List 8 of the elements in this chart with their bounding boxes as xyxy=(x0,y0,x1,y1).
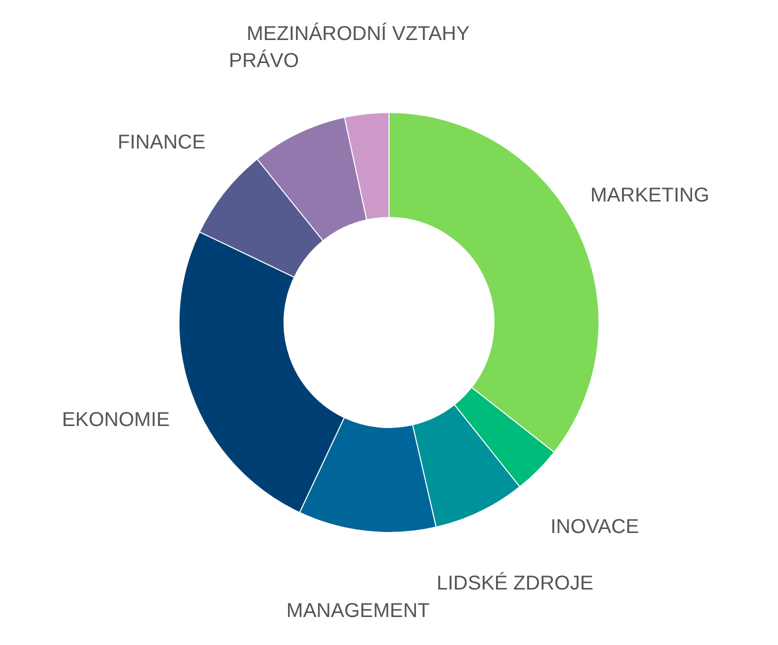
slice-label: LIDSKÉ ZDROJE xyxy=(436,572,594,595)
slice-label: MARKETING xyxy=(590,184,710,207)
slice-label: EKONOMIE xyxy=(62,408,170,431)
slice-label: PRÁVO xyxy=(228,48,299,72)
slice-label: FINANCE xyxy=(118,132,206,154)
slice-label: MANAGEMENT xyxy=(286,600,430,622)
slice-label: INOVACE xyxy=(550,516,639,538)
slice-label: MEZINÁRODNÍ VZTAHY xyxy=(246,22,470,46)
